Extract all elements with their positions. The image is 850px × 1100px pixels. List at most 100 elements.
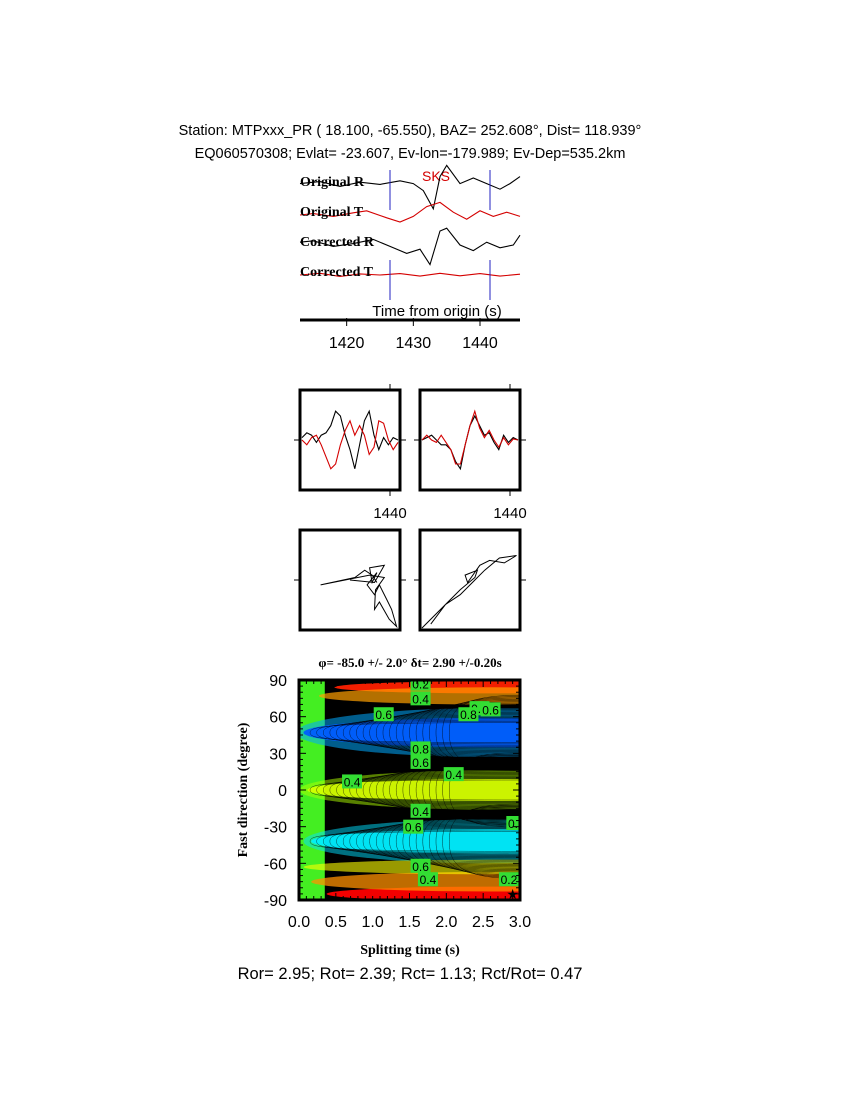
waveform-traces [299,164,521,277]
contour-line [449,752,520,828]
contour-line [382,708,520,758]
window-markers [389,170,491,300]
trace-2 [299,201,521,223]
grid-xticks: 0.0 0.5 1.0 1.5 2.0 2.5 3.0 [288,914,531,931]
contour-line [409,702,520,763]
contour-label: 0.4 [445,768,462,782]
grid-contour-labels: 0.20.40.6 0.80.60.80.80.60.40.40.40.6 0.60… [342,678,525,887]
waveform-xtick-label: 1440 [462,335,498,352]
phase-label: SKS [422,168,450,184]
grid-band [303,859,520,875]
particle-motion-path [421,555,517,629]
grid-xtick-label: 2.0 [435,914,457,931]
contour-label: 0.2 [501,873,518,887]
grid-xlabel: Splitting time (s) [360,943,460,958]
contour-line [329,827,520,856]
contour-label: 0.8 [412,742,429,756]
waveform-xticks: 1420 1430 1440 [329,318,498,352]
contour-label-box [458,707,479,722]
grid-yticks: 90 60 30 0 -30 -60 -90 [264,673,287,910]
contour-label: 0.2 [412,678,429,692]
particle-motion-section [294,528,526,632]
best-fit-star-icon: ★ [506,887,519,903]
waveform-xtick-label: 1430 [396,335,432,352]
contour-label-box [410,741,431,756]
contour-label-box [342,774,363,789]
contour-line [316,778,520,802]
contour-label-box [410,680,431,691]
particle-motion-lines [294,555,526,629]
contour-line [336,825,520,857]
grid-xtick-label: 3.0 [509,914,531,931]
contour-line [409,760,520,820]
contour-label: 0.6 [375,708,392,722]
contour-label-box [498,872,519,887]
contour-label-box [410,858,431,873]
contour-line [395,762,520,818]
contour-label: 0.4 [344,775,361,789]
overlay-trace-red [301,419,399,470]
contour-label: 0.8 [460,708,477,722]
contour-line [309,722,520,743]
grid-ytick-label: 0 [278,783,287,800]
waveform-section: SKS Original R Original T Corrected R Corre… [299,164,521,352]
overlay-trace-red [421,409,519,465]
overlay-xtick-label: 1440 [493,505,526,522]
contour-label: 0.6 [412,860,429,874]
ratios-line: Ror= 2.95; Rot= 2.39; Rct= 1.13; Rct/Rot… [238,965,583,983]
trace-1 [299,164,521,211]
contour-label: 0.6 [405,821,422,835]
grid-band [318,687,520,705]
waveform-xtick-label: 1420 [329,335,365,352]
trace-label: Original R [300,175,365,190]
contour-line [316,721,520,745]
grid-ytick-label: 30 [269,746,287,763]
overlay-xtick-label: 1440 [373,505,406,522]
overlay-trace-black [301,409,399,469]
grid-ticks [298,679,521,901]
trace-label: Original T [300,205,364,220]
grid-ytick-label: 90 [269,673,287,690]
contour-line [395,814,520,869]
station-line: Station: MTPxxx_PR ( 18.100, -65.550), B… [179,123,642,139]
contour-line [449,803,520,879]
contour-label-box [403,819,424,834]
contour-line [395,705,520,760]
grid-ytick-label: -60 [264,856,287,873]
trace-label: Corrected T [300,265,374,280]
waveform-labels: Original R Original T Corrected R Corrected… [300,175,375,280]
grid-band [311,871,520,892]
waveform-xlabel: Time from origin (s) [372,303,501,320]
particle-motion-path [320,564,398,629]
grid-ytick-label: 60 [269,710,287,727]
contour-label-box [417,872,438,887]
contour-line [329,718,520,747]
grid-ytick-label: -90 [264,893,287,910]
contour-line [382,816,520,866]
grid-ylabel: Fast direction (degree) [236,722,251,857]
contour-label-box [410,691,431,706]
contour-label: 0.4 [412,692,429,706]
contour-line [409,811,520,872]
contour-line [336,774,520,806]
contour-label: 0.4 [420,873,437,887]
trace-3 [299,227,521,266]
contour-label: 0.4 [412,805,429,819]
contour-line [329,775,520,805]
grid-xtick-label: 1.0 [362,914,384,931]
splitting-grid-section: φ= -85.0 +/- 2.0° δt= 2.90 +/-0.20s 0.20… [236,655,531,958]
contour-label: 0.6 [482,703,499,717]
contour-line [449,695,520,771]
contour-line [309,831,520,852]
trace-4 [299,272,521,277]
grid-title: φ= -85.0 +/- 2.0° δt= 2.90 +/-0.20s [318,655,501,670]
event-line: EQ060570308; Evlat= -23.607, Ev-lon=-179… [195,146,626,162]
contour-line [422,808,520,874]
contour-line [323,828,520,855]
overlay-section: 1440 1440 [294,384,527,522]
contour-line [316,829,520,853]
contour-label-box [480,702,501,717]
trace-label: Corrected R [300,235,375,250]
contour-label: 0.6 [508,817,525,831]
